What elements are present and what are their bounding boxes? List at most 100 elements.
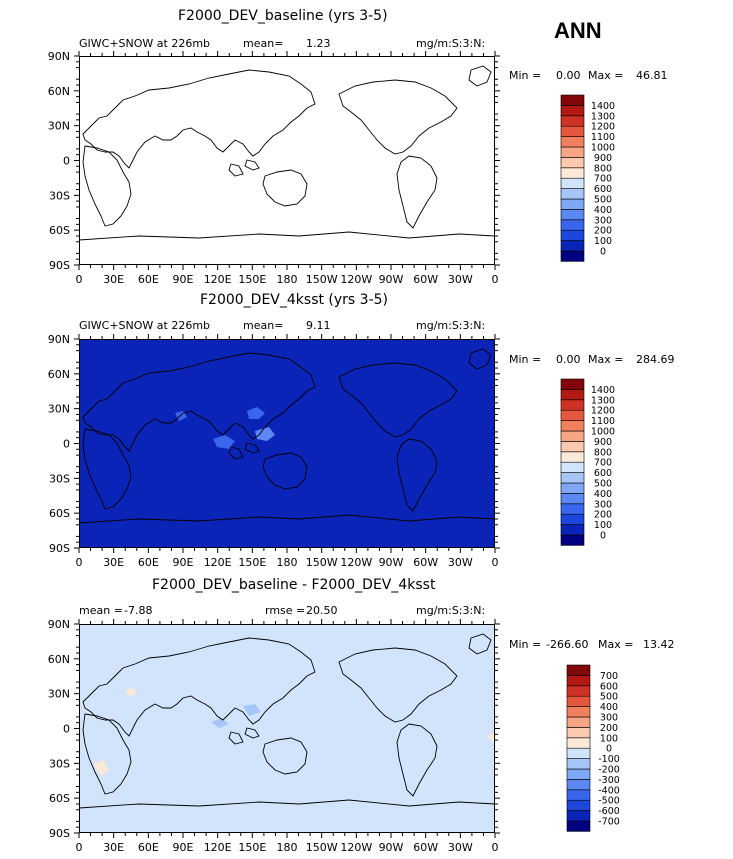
lat-tick-label: 60N bbox=[48, 368, 70, 381]
field-anomaly-patch bbox=[487, 732, 495, 744]
lat-tick-label: 90S bbox=[49, 259, 70, 272]
panel-1-min-value: 0.00 bbox=[556, 69, 581, 82]
panel-3-rmse-label: rmse = bbox=[265, 604, 306, 617]
colorbar-label: 1100 bbox=[591, 132, 615, 143]
coastline bbox=[82, 637, 316, 737]
panel-3-max-value: 13.42 bbox=[643, 638, 675, 651]
colorbar-box bbox=[560, 157, 585, 169]
coastline bbox=[244, 159, 260, 171]
panel-3-rmse-value: 20.50 bbox=[306, 604, 338, 617]
coastline bbox=[338, 647, 458, 723]
colorbar-box bbox=[560, 493, 585, 505]
colorbar-label: 1300 bbox=[591, 395, 615, 406]
colorbar-label: 700 bbox=[594, 458, 612, 469]
colorbar-box bbox=[566, 758, 591, 770]
lon-tick-label: 120W bbox=[340, 273, 372, 286]
panel-3-max-label: Max = bbox=[598, 638, 634, 651]
coastline bbox=[228, 446, 244, 460]
colorbar-label: 200 bbox=[594, 226, 612, 237]
colorbar-label: 100 bbox=[600, 733, 618, 744]
coastline bbox=[82, 69, 316, 169]
panel-3-mean-value: -7.88 bbox=[124, 604, 153, 617]
colorbar-label: 700 bbox=[594, 174, 612, 185]
lon-tick-label: 60E bbox=[138, 273, 159, 286]
lon-tick-label: 90E bbox=[173, 841, 194, 854]
colorbar-label: 700 bbox=[600, 671, 618, 682]
lon-tick-label: 150W bbox=[306, 841, 338, 854]
coastline bbox=[468, 633, 492, 655]
colorbar-label: 400 bbox=[594, 205, 612, 216]
colorbar-box bbox=[560, 136, 585, 148]
colorbar-box bbox=[560, 94, 585, 106]
colorbar-label: -100 bbox=[598, 754, 620, 765]
coastline bbox=[262, 452, 308, 490]
coastline bbox=[244, 727, 260, 739]
panel-1-map bbox=[78, 56, 496, 265]
coastline bbox=[338, 79, 458, 155]
colorbar-box bbox=[560, 420, 585, 432]
coastline bbox=[78, 799, 496, 809]
lon-tick-label: 60W bbox=[413, 841, 438, 854]
panel-2-variable-label: GIWC+SNOW at 226mb bbox=[79, 319, 211, 332]
lon-tick-label: 150W bbox=[306, 273, 338, 286]
panel-3-min-label: Min = bbox=[509, 638, 542, 651]
panel-1-colorbar: 0100200300400500600700800900100011001200… bbox=[560, 94, 615, 262]
colorbar-box bbox=[560, 209, 585, 221]
lon-tick-label: 180 bbox=[277, 841, 298, 854]
colorbar-label: 900 bbox=[594, 153, 612, 164]
colorbar-box bbox=[560, 378, 585, 390]
lon-tick-label: 30W bbox=[448, 841, 473, 854]
colorbar-box bbox=[560, 472, 585, 484]
lat-tick-label: 60N bbox=[48, 653, 70, 666]
lon-tick-label: 60E bbox=[138, 556, 159, 569]
panel-1-title: F2000_DEV_baseline (yrs 3-5) bbox=[178, 8, 388, 24]
panel-1-axes: 90N 60N 30N 0 30S 60S 90S 0 30E 60E 90E 120E 150E 180… bbox=[48, 50, 500, 286]
colorbar-label: 1300 bbox=[591, 111, 615, 122]
colorbar-box bbox=[566, 727, 591, 739]
colorbar-label: 600 bbox=[594, 184, 612, 195]
panel-2-min-label: Min = bbox=[509, 353, 542, 366]
colorbar-box bbox=[566, 706, 591, 718]
colorbar-box bbox=[560, 188, 585, 200]
lat-tick-label: 60S bbox=[49, 792, 70, 805]
panel-3-colorbar: -700-600-500-400-300-200-100010020030040… bbox=[566, 664, 620, 832]
colorbar-box bbox=[560, 524, 585, 536]
colorbar-box bbox=[560, 430, 585, 442]
field-anomaly-patch bbox=[255, 427, 275, 441]
colorbar-label: 900 bbox=[594, 437, 612, 448]
colorbar-label: 300 bbox=[594, 499, 612, 510]
panel-2-mean-label: mean= bbox=[243, 319, 284, 332]
map-field-fill bbox=[79, 624, 495, 833]
colorbar-box bbox=[560, 409, 585, 421]
coastline bbox=[396, 723, 438, 797]
colorbar-label: -300 bbox=[598, 775, 620, 786]
colorbar-label: -700 bbox=[598, 817, 620, 828]
colorbar-box bbox=[560, 125, 585, 137]
map-frame bbox=[79, 624, 495, 833]
coastline bbox=[468, 65, 492, 87]
lon-tick-label: 0 bbox=[492, 556, 499, 569]
lon-tick-label: 90E bbox=[173, 273, 194, 286]
lon-tick-label: 90W bbox=[379, 841, 404, 854]
panel-2-units: mg/m:S:3:N: bbox=[416, 319, 486, 332]
colorbar-label: 300 bbox=[594, 215, 612, 226]
lon-tick-label: 0 bbox=[76, 841, 83, 854]
lon-tick-label: 30W bbox=[448, 273, 473, 286]
colorbar-label: -200 bbox=[598, 765, 620, 776]
panel-3-map bbox=[78, 624, 496, 833]
panel-2-axes: 90N 60N 30N 0 30S 60S 90S 0 30E 60E 90E 120E 150E 180… bbox=[48, 333, 500, 569]
panel-3-min-value: -266.60 bbox=[546, 638, 589, 651]
panel-1-min-label: Min = bbox=[509, 69, 542, 82]
lon-tick-label: 180 bbox=[277, 556, 298, 569]
panel-2-title: F2000_DEV_4ksst (yrs 3-5) bbox=[200, 292, 389, 308]
lon-tick-label: 90E bbox=[173, 556, 194, 569]
panel-1-max-value: 46.81 bbox=[636, 69, 668, 82]
colorbar-label: 600 bbox=[594, 468, 612, 479]
map-plot bbox=[78, 339, 496, 548]
lat-tick-label: 90S bbox=[49, 827, 70, 840]
colorbar-box bbox=[560, 229, 585, 241]
colorbar-box bbox=[560, 482, 585, 494]
coastline bbox=[468, 348, 492, 370]
coastline bbox=[228, 163, 244, 177]
panel-2-map bbox=[78, 339, 496, 548]
